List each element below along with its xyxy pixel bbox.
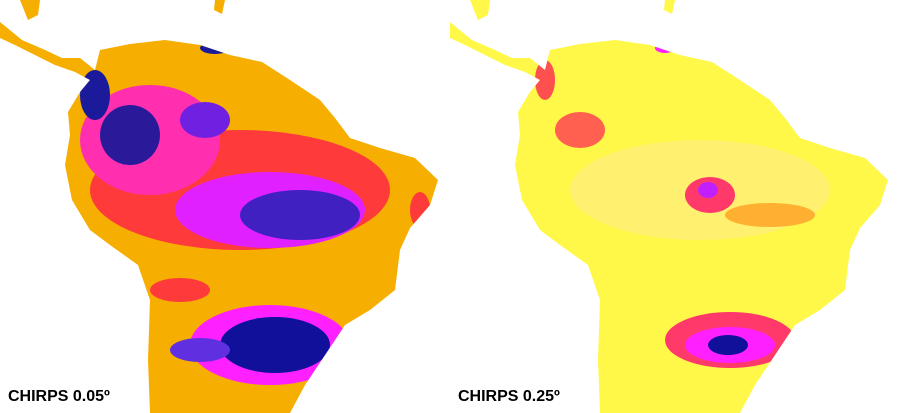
panel-label: CHIRPS 0.25º [458, 388, 560, 405]
map-panel: CHIRPS 0.25º [450, 0, 888, 413]
panel-label: CHIRPS 0.05º [8, 388, 110, 405]
map-panel: CHIRPS 0.05º [0, 0, 438, 413]
